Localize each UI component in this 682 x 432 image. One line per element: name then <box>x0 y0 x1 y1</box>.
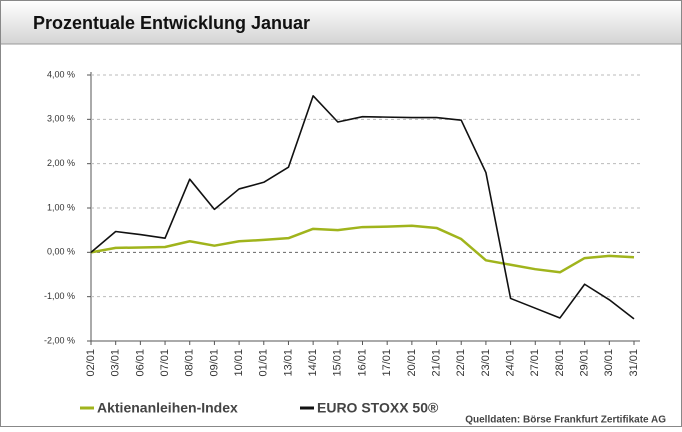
x-tick-label: 30/01 <box>603 349 615 377</box>
y-tick-label: 0,00 % <box>47 247 75 257</box>
x-tick-label: 16/01 <box>356 349 368 377</box>
x-tick-label: 10/01 <box>233 349 245 377</box>
y-tick-label: -1,00 % <box>44 291 75 301</box>
legend-label: EURO STOXX 50® <box>317 400 439 416</box>
y-tick-label: 2,00 % <box>47 158 75 168</box>
x-tick-label: 09/01 <box>208 349 220 377</box>
x-tick-label: 01/01 <box>258 349 270 377</box>
legend-label: Aktienanleihen-Index <box>97 400 238 416</box>
x-tick-label: 24/01 <box>504 349 516 377</box>
header <box>1 1 681 44</box>
x-tick-label: 21/01 <box>430 349 442 377</box>
x-tick-label: 14/01 <box>307 349 319 377</box>
x-tick-label: 15/01 <box>332 349 344 377</box>
x-tick-label: 22/01 <box>455 349 467 377</box>
x-tick-label: 17/01 <box>381 349 393 377</box>
line <box>90 95 635 320</box>
x-tick-label: 02/01 <box>85 349 97 377</box>
y-tick-label: -2,00 % <box>44 335 75 345</box>
x-tick-label: 31/01 <box>628 349 640 377</box>
x-tick-label: 27/01 <box>529 349 541 377</box>
x-tick-label: 13/01 <box>282 349 294 377</box>
x-tick-label: 20/01 <box>406 349 418 377</box>
y-tick-label: 4,00 % <box>47 69 75 79</box>
line <box>90 224 635 274</box>
x-tick-label: 06/01 <box>134 349 146 377</box>
chart-title: Prozentuale Entwicklung Januar <box>33 13 310 33</box>
x-tick-label: 08/01 <box>184 349 196 377</box>
x-tick-label: 03/01 <box>110 349 122 377</box>
x-tick-label: 23/01 <box>480 349 492 377</box>
y-tick-label: 1,00 % <box>47 202 75 212</box>
x-tick-label: 29/01 <box>579 349 591 377</box>
x-tick-label: 07/01 <box>159 349 171 377</box>
y-tick-label: 3,00 % <box>47 114 75 124</box>
x-tick-label: 28/01 <box>554 349 566 377</box>
source: Quelldaten: Börse Frankfurt Zertifikate … <box>465 415 666 426</box>
